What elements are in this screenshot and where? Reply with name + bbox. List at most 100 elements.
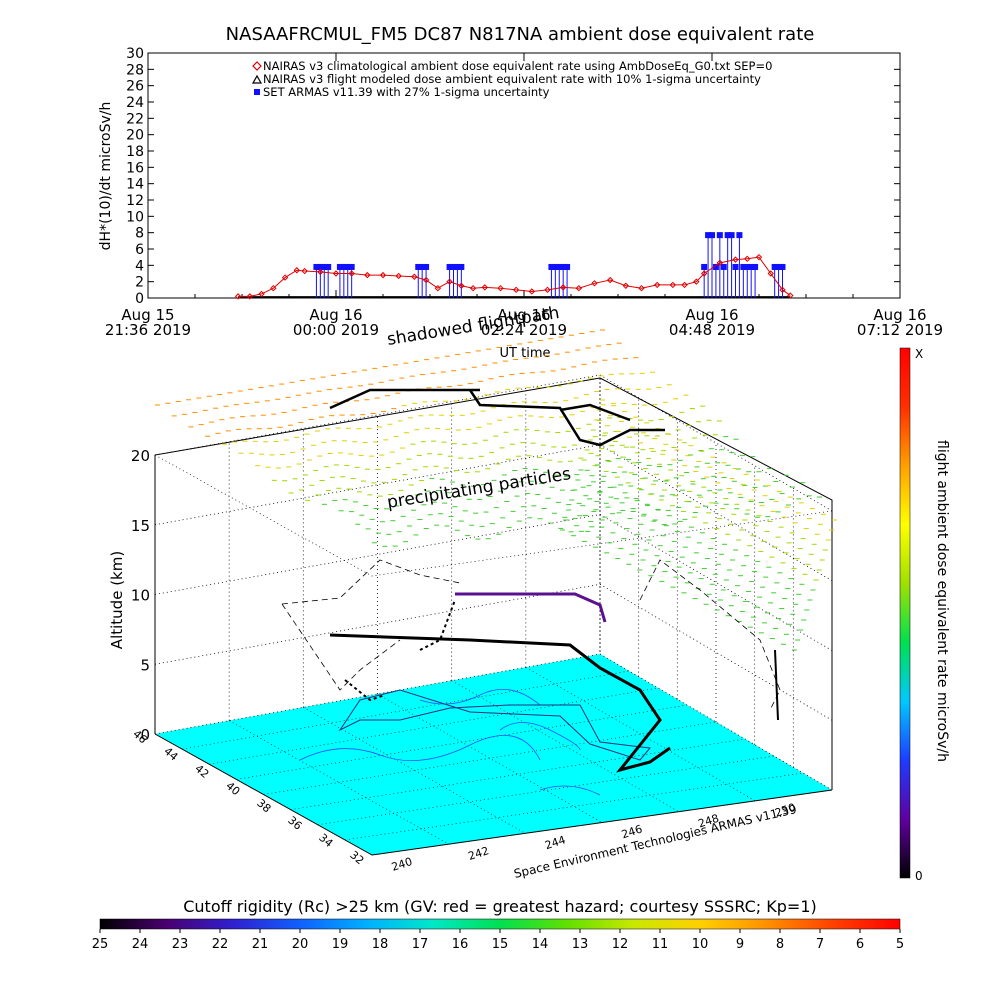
floor-contours [299,689,601,796]
armas-point [458,263,465,270]
armas-point [560,263,567,270]
nairas-clim-point [606,276,614,284]
grid-line-left-wall [154,583,601,665]
grid-line-right-wall [599,444,833,582]
armas-point [736,232,743,239]
armas-point [732,263,739,270]
flight-track-climb [344,599,456,702]
armas-point [321,263,328,270]
y-tick-label: 30 [126,46,144,62]
bottom-colorbar-tick-label: 20 [292,937,309,952]
right-colorbar-gradient [899,347,911,879]
z-axis-label: Altitude (km) [108,551,126,649]
lon-tick-label: 250 [773,801,797,820]
y-tick-label: 14 [126,177,144,193]
right-colorbar-bottom-label: 0 [915,869,923,883]
z-axis-ticks: 0 5 10 15 20 [131,447,150,744]
grid-line-right-wall [599,374,833,512]
right-colorbar-label: flight ambient dose equivalent rate micr… [934,440,950,762]
contour-line [499,722,581,751]
bottom-colorbar-ticks: 25 24 23 22 21 20 19 18 17 16 15 14 13 12 11 10 9 8 7 6 5 [92,929,904,952]
grid-line-floor [317,755,775,826]
nairas-clim-point [622,282,630,289]
armas-point [748,263,755,270]
nairas-clim-point [669,281,677,289]
lat-tick-label: 36 [285,814,304,833]
x-tick-label-date: Aug 15 [121,306,174,324]
z-tick-label: 0 [140,726,150,744]
bottom-colorbar-tick-label: 15 [492,937,509,952]
flight-track-3d [329,633,671,773]
armas-point [446,263,453,270]
y-tick-label: 16 [126,160,144,176]
back-wall-right-edge [599,377,833,790]
map-floor [155,654,832,855]
legend-item-nairas-flight: NAIRAS v3 flight modeled dose ambient eq… [251,72,761,86]
x-tick-label-date: Aug 16 [309,306,362,324]
armas-point [556,263,563,270]
z-tick-label: 10 [131,587,150,605]
square-icon [254,89,260,95]
bottom-colorbar-tick-label: 13 [572,937,589,952]
y-axis-label: dH*(10)/dt microSv/h [98,102,114,251]
bottom-colorbar-tick-label: 6 [856,937,864,952]
grid-line-left-wall [154,514,601,595]
y-tick-label: 6 [135,242,144,258]
nairas-clim-point [767,270,774,277]
nairas-clim-point [528,288,536,295]
z-tick-label: 20 [131,447,150,465]
nairas-clim-point [469,284,477,292]
nairas-clim-point [716,259,724,267]
nairas-clim-point [744,255,751,263]
lat-tick-label: 40 [223,779,242,798]
y-tick-label: 20 [126,128,144,144]
lon-tick-label: 242 [467,844,491,863]
y-tick-label: 2 [135,275,144,291]
armas-point [423,263,430,270]
grid-line-right-wall [599,583,833,721]
armas-point [454,263,461,270]
nairas-clim-point [434,284,442,292]
bottom-colorbar-tick-label: 11 [652,937,669,952]
bottom-colorbar-tick-label: 8 [776,937,784,952]
armas-point [701,263,708,270]
armas-point [716,232,723,239]
armas-point [779,263,786,270]
flight-shadow [338,689,651,761]
armas-point [744,263,751,270]
nairas-clim-point [638,284,645,292]
y-tick-label: 4 [135,258,144,274]
armas-point [313,263,320,270]
bottom-colorbar-tick-label: 25 [92,937,109,952]
flight-track-right [774,649,779,721]
x-tick-label-time: 07:12 2019 [857,321,943,339]
nairas-clim-point [395,272,402,280]
nairas-clim-point [787,292,794,299]
floor-white-edge [372,790,832,860]
ceiling-edge [154,454,833,577]
contour-line [299,735,541,761]
flight-track-3d-top [329,388,665,447]
bottom-colorbar-tick-label: 14 [532,937,549,952]
legend-label: SET ARMAS v11.39 with 27% 1-sigma uncert… [263,85,550,99]
legend: NAIRAS v3 climatological ambient dose eq… [251,59,772,99]
x-tick-label-date: Aug 16 [685,306,738,324]
bottom-colorbar: Cutoff rigidity (Rc) >25 km (GV: red = g… [92,897,904,952]
bottom-colorbar-tick-label: 5 [896,937,904,952]
triangle-icon [251,74,263,84]
x-tick-label-time: 04:48 2019 [669,321,755,339]
nairas-clim-point [348,270,355,277]
nairas-clim-point [446,278,453,285]
diamond-icon [252,61,262,71]
x-tick-label-time: 00:00 2019 [293,321,379,339]
bottom-colorbar-tick-label: 16 [452,937,469,952]
lon-tick-label: 240 [390,855,414,874]
contour-line [539,785,601,796]
armas-point [552,263,559,270]
nairas-clim-point [497,284,504,292]
bottom-colorbar-tick-label: 19 [332,937,349,952]
